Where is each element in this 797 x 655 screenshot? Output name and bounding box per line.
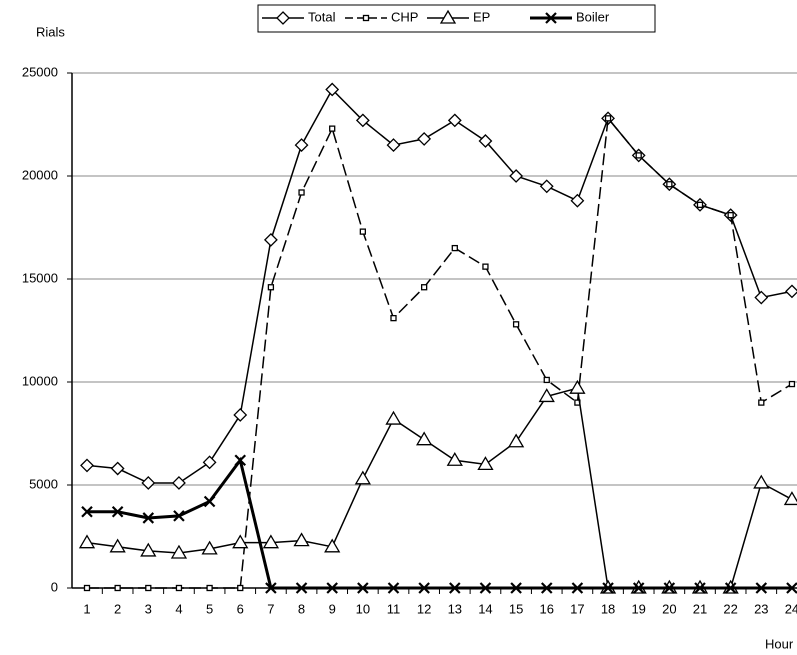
- x-tick-label: 16: [540, 601, 554, 616]
- series-line: [87, 388, 792, 588]
- point: [698, 202, 703, 207]
- point: [115, 586, 120, 591]
- point: [728, 213, 733, 218]
- point: [356, 472, 370, 484]
- point: [544, 377, 549, 382]
- legend-label: EP: [473, 9, 490, 24]
- point: [636, 153, 641, 158]
- x-tick-label: 7: [267, 601, 274, 616]
- y-tick-label: 10000: [22, 373, 58, 388]
- point: [571, 195, 583, 207]
- point: [422, 285, 427, 290]
- point: [360, 229, 365, 234]
- y-tick-label: 25000: [22, 64, 58, 79]
- x-tick-label: 17: [570, 601, 584, 616]
- point: [295, 534, 309, 546]
- point: [207, 586, 212, 591]
- x-tick-label: 4: [175, 601, 182, 616]
- point: [265, 234, 277, 246]
- point: [483, 264, 488, 269]
- x-tick-label: 8: [298, 601, 305, 616]
- point: [514, 322, 519, 327]
- legend-label: Total: [308, 9, 336, 24]
- x-tick-label: 9: [329, 601, 336, 616]
- x-tick-label: 6: [237, 601, 244, 616]
- x-tick-label: 3: [145, 601, 152, 616]
- point: [238, 586, 243, 591]
- point: [268, 285, 273, 290]
- series-line: [87, 118, 792, 588]
- point: [754, 476, 768, 488]
- page: {"chart_data": {"type": "line", "y_label…: [0, 0, 797, 655]
- point: [452, 246, 457, 251]
- x-tick-label: 5: [206, 601, 213, 616]
- point: [509, 435, 523, 447]
- point: [112, 463, 124, 475]
- x-axis-label: Hour: [765, 636, 794, 651]
- legend-marker: [364, 16, 369, 21]
- point: [296, 139, 308, 151]
- legend-label: Boiler: [576, 9, 610, 24]
- x-tick-label: 20: [662, 601, 676, 616]
- point: [449, 114, 461, 126]
- point: [234, 409, 246, 421]
- point: [418, 133, 430, 145]
- point: [541, 180, 553, 192]
- point: [142, 477, 154, 489]
- point: [417, 433, 431, 445]
- y-tick-label: 5000: [29, 476, 58, 491]
- x-tick-label: 19: [631, 601, 645, 616]
- point: [391, 316, 396, 321]
- point: [204, 456, 216, 468]
- x-tick-label: 2: [114, 601, 121, 616]
- point: [176, 586, 181, 591]
- x-tick-label: 13: [448, 601, 462, 616]
- point: [570, 381, 584, 393]
- point: [789, 382, 794, 387]
- point: [85, 586, 90, 591]
- y-tick-label: 15000: [22, 270, 58, 285]
- point: [81, 459, 93, 471]
- x-tick-label: 1: [83, 601, 90, 616]
- point: [173, 477, 185, 489]
- point: [80, 536, 94, 548]
- point: [667, 182, 672, 187]
- point: [759, 400, 764, 405]
- x-tick-label: 18: [601, 601, 615, 616]
- legend-label: CHP: [391, 9, 418, 24]
- y-tick-label: 0: [51, 579, 58, 594]
- point: [330, 126, 335, 131]
- x-tick-label: 11: [387, 601, 401, 616]
- x-tick-label: 14: [478, 601, 492, 616]
- x-tick-label: 22: [723, 601, 737, 616]
- x-tick-label: 15: [509, 601, 523, 616]
- chart: Rials Hour 05000100001500020000250001234…: [0, 0, 797, 655]
- x-tick-label: 23: [754, 601, 768, 616]
- series-line: [87, 89, 792, 482]
- x-tick-label: 21: [693, 601, 707, 616]
- y-axis-label: Rials: [36, 24, 65, 39]
- x-tick-label: 10: [356, 601, 370, 616]
- x-tick-label: 24: [785, 601, 797, 616]
- point: [299, 190, 304, 195]
- point: [785, 492, 797, 504]
- point: [606, 116, 611, 121]
- point: [146, 586, 151, 591]
- series-line: [87, 460, 792, 588]
- point: [786, 285, 797, 297]
- y-tick-label: 20000: [22, 167, 58, 182]
- point: [448, 453, 462, 465]
- point: [387, 412, 401, 424]
- point: [755, 292, 767, 304]
- x-tick-label: 12: [417, 601, 431, 616]
